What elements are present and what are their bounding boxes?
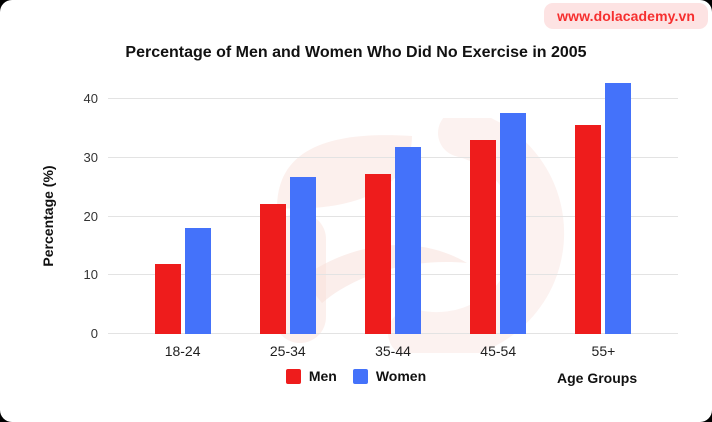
y-tick-label: 0 — [90, 326, 98, 341]
bar-group-25-34 — [235, 70, 340, 334]
bar-group-45-54 — [446, 70, 551, 334]
gridline-30 — [108, 157, 678, 158]
bar-women-35-44 — [395, 146, 421, 334]
legend-swatch-women — [352, 368, 368, 384]
gridline-10 — [108, 274, 678, 276]
bar-men-45-54 — [470, 140, 497, 334]
gridline-40 — [108, 98, 678, 100]
x-tick-label-55+: 55+ — [591, 343, 616, 359]
bar-women-55+ — [605, 82, 632, 334]
bar-group-35-44 — [340, 70, 445, 334]
y-tick-label: 10 — [83, 267, 98, 283]
site-url-badge[interactable]: www.dolacademy.vn — [544, 3, 708, 29]
x-tick-label-18-24: 18-24 — [164, 343, 201, 359]
gridline-0 — [108, 333, 678, 334]
bar-group-55+ — [551, 70, 656, 334]
chart-title: Percentage of Men and Women Who Did No E… — [125, 44, 587, 61]
legend-swatch-men — [285, 368, 301, 384]
x-axis-title: Age Groups — [557, 370, 638, 386]
bar-men-18-24 — [154, 263, 181, 334]
bar-men-55+ — [575, 125, 602, 334]
x-axis-labels: 18-24 25-34 35-44 45-54 55+ — [108, 343, 678, 359]
x-tick-label-25-34: 25-34 — [269, 343, 306, 359]
bar-women-45-54 — [500, 113, 527, 334]
bar-women-18-24 — [184, 227, 211, 334]
bar-group-18-24 — [130, 70, 235, 334]
x-tick-label-45-54: 45-54 — [480, 343, 517, 359]
x-tick-label-35-44: 35-44 — [375, 343, 411, 359]
plot-area: 0 10 20 30 40 — [84, 70, 678, 341]
legend-label-men: Men — [308, 368, 337, 384]
legend: Men Women — [0, 368, 712, 384]
bar-men-35-44 — [365, 173, 391, 334]
y-tick-label: 20 — [83, 208, 98, 224]
y-tick-label: 30 — [83, 150, 98, 165]
legend-label-women: Women — [375, 368, 427, 384]
bar-women-25-34 — [289, 176, 316, 334]
bars-band — [108, 70, 678, 334]
legend-item-women: Women — [352, 368, 427, 384]
y-axis-label: Percentage (%) — [40, 165, 56, 267]
y-tick-label: 40 — [83, 91, 98, 107]
legend-item-men: Men — [285, 368, 337, 384]
gridline-20 — [108, 215, 678, 217]
bar-men-25-34 — [259, 203, 286, 334]
